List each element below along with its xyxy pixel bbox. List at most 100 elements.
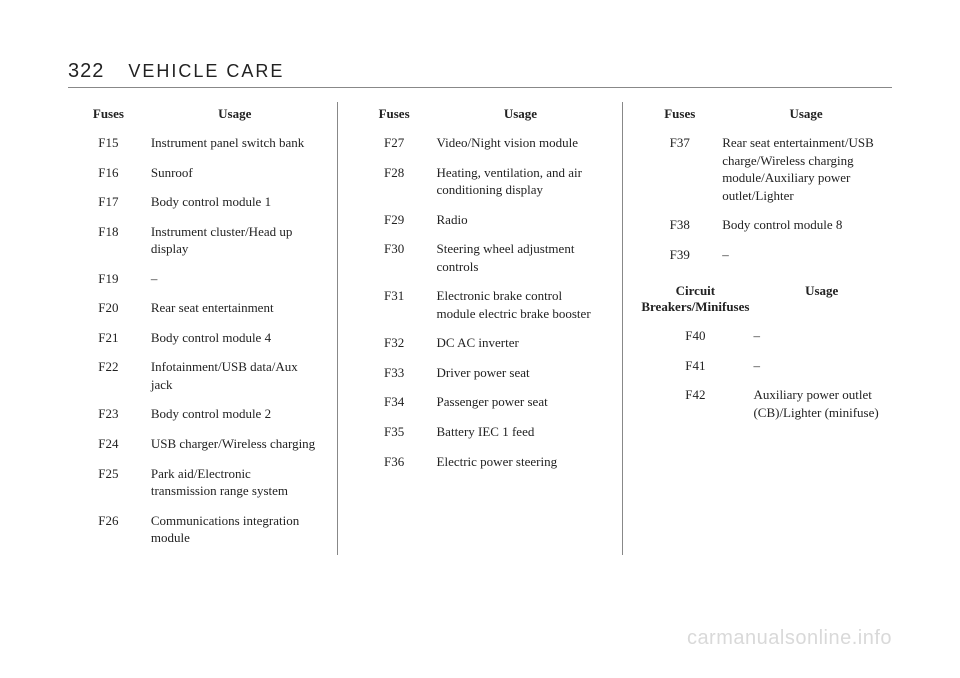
- table-row: F42Auxiliary power outlet (CB)/Lighter (…: [639, 382, 892, 429]
- fuse-cell: F42: [639, 382, 751, 429]
- usage-cell: Electric power steering: [435, 449, 607, 479]
- fuse-cell: F31: [354, 283, 435, 330]
- table-header-usage: Usage: [720, 102, 892, 130]
- table-row: F32DC AC inverter: [354, 330, 607, 360]
- fuse-cell: F25: [68, 461, 149, 508]
- usage-cell: Body control module 1: [149, 189, 321, 219]
- usage-cell: Driver power seat: [435, 360, 607, 390]
- table-row: F24USB charger/Wireless charging: [68, 431, 321, 461]
- usage-cell: Passenger power seat: [435, 389, 607, 419]
- table-row: F16Sunroof: [68, 160, 321, 190]
- usage-cell: USB charger/Wireless charging: [149, 431, 321, 461]
- usage-cell: Instrument cluster/Head up display: [149, 219, 321, 266]
- usage-cell: Battery IEC 1 feed: [435, 419, 607, 449]
- table-body: F37Rear seat entertainment/USB charge/Wi…: [639, 130, 892, 271]
- fuse-cell: F32: [354, 330, 435, 360]
- table-row: F33Driver power seat: [354, 360, 607, 390]
- table-row: F25Park aid/Electronic transmission rang…: [68, 461, 321, 508]
- fuse-cell: F15: [68, 130, 149, 160]
- fuse-table-3b: Circuit Breakers/Minifuses Usage F40–F41…: [639, 279, 892, 429]
- usage-cell: Body control module 4: [149, 325, 321, 355]
- fuse-table-2: Fuses Usage F27Video/Night vision module…: [354, 102, 607, 478]
- usage-cell: –: [149, 266, 321, 296]
- usage-cell: Rear seat entertainment: [149, 295, 321, 325]
- fuse-cell: F24: [68, 431, 149, 461]
- table-header-fuses: Circuit Breakers/Minifuses: [639, 279, 751, 323]
- table-header-usage: Usage: [751, 279, 892, 323]
- fuse-cell: F22: [68, 354, 149, 401]
- page-number: 322: [68, 60, 104, 83]
- table-row: F26Communications integration module: [68, 508, 321, 555]
- usage-cell: Body control module 2: [149, 401, 321, 431]
- usage-cell: Instrument panel switch bank: [149, 130, 321, 160]
- fuse-cell: F28: [354, 160, 435, 207]
- table-row: F34Passenger power seat: [354, 389, 607, 419]
- fuse-cell: F23: [68, 401, 149, 431]
- fuse-cell: F27: [354, 130, 435, 160]
- fuse-cell: F20: [68, 295, 149, 325]
- usage-cell: Heating, ventilation, and air conditioni…: [435, 160, 607, 207]
- page-header: 322 VEHICLE CARE: [68, 60, 892, 88]
- fuse-cell: F17: [68, 189, 149, 219]
- table-row: F19–: [68, 266, 321, 296]
- fuse-cell: F21: [68, 325, 149, 355]
- usage-cell: Video/Night vision module: [435, 130, 607, 160]
- fuse-cell: F41: [639, 353, 751, 383]
- fuse-cell: F30: [354, 236, 435, 283]
- table-row: F39–: [639, 242, 892, 272]
- column-2: Fuses Usage F27Video/Night vision module…: [338, 102, 624, 555]
- table-header-usage: Usage: [435, 102, 607, 130]
- table-row: F21Body control module 4: [68, 325, 321, 355]
- table-row: F31Electronic brake control module elect…: [354, 283, 607, 330]
- table-header-fuses: Fuses: [354, 102, 435, 130]
- usage-cell: Communications integration module: [149, 508, 321, 555]
- usage-cell: –: [720, 242, 892, 272]
- fuse-table-1: Fuses Usage F15Instrument panel switch b…: [68, 102, 321, 555]
- table-row: F15Instrument panel switch bank: [68, 130, 321, 160]
- usage-cell: DC AC inverter: [435, 330, 607, 360]
- table-row: F17Body control module 1: [68, 189, 321, 219]
- fuse-cell: F36: [354, 449, 435, 479]
- usage-cell: Sunroof: [149, 160, 321, 190]
- usage-cell: Electronic brake control module electric…: [435, 283, 607, 330]
- fuse-cell: F19: [68, 266, 149, 296]
- table-header-fuses: Fuses: [639, 102, 720, 130]
- fuse-cell: F26: [68, 508, 149, 555]
- usage-cell: Radio: [435, 207, 607, 237]
- table-row: F37Rear seat entertainment/USB charge/Wi…: [639, 130, 892, 212]
- table-row: F40–: [639, 323, 892, 353]
- table-row: F41–: [639, 353, 892, 383]
- usage-cell: Park aid/Electronic transmission range s…: [149, 461, 321, 508]
- table-row: F36Electric power steering: [354, 449, 607, 479]
- fuse-cell: F18: [68, 219, 149, 266]
- table-row: F20Rear seat entertainment: [68, 295, 321, 325]
- table-row: F35Battery IEC 1 feed: [354, 419, 607, 449]
- table-row: F38Body control module 8: [639, 212, 892, 242]
- content-columns: Fuses Usage F15Instrument panel switch b…: [68, 102, 892, 555]
- fuse-cell: F37: [639, 130, 720, 212]
- section-title: VEHICLE CARE: [128, 61, 284, 82]
- table-body: F40–F41–F42Auxiliary power outlet (CB)/L…: [639, 323, 892, 429]
- table-row: F29Radio: [354, 207, 607, 237]
- column-1: Fuses Usage F15Instrument panel switch b…: [68, 102, 338, 555]
- table-row: F28Heating, ventilation, and air conditi…: [354, 160, 607, 207]
- column-3: Fuses Usage F37Rear seat entertainment/U…: [623, 102, 892, 555]
- table-row: F30Steering wheel adjustment controls: [354, 236, 607, 283]
- watermark: carmanualsonline.info: [687, 627, 892, 650]
- usage-cell: Auxiliary power outlet (CB)/Lighter (min…: [751, 382, 892, 429]
- usage-cell: Steering wheel adjustment controls: [435, 236, 607, 283]
- table-body: F27Video/Night vision moduleF28Heating, …: [354, 130, 607, 478]
- usage-cell: Infotainment/USB data/Aux jack: [149, 354, 321, 401]
- table-header-usage: Usage: [149, 102, 321, 130]
- table-row: F22Infotainment/USB data/Aux jack: [68, 354, 321, 401]
- fuse-cell: F16: [68, 160, 149, 190]
- table-row: F18Instrument cluster/Head up display: [68, 219, 321, 266]
- fuse-cell: F39: [639, 242, 720, 272]
- usage-cell: Body control module 8: [720, 212, 892, 242]
- usage-cell: –: [751, 353, 892, 383]
- fuse-cell: F33: [354, 360, 435, 390]
- fuse-cell: F40: [639, 323, 751, 353]
- table-row: F27Video/Night vision module: [354, 130, 607, 160]
- fuse-cell: F38: [639, 212, 720, 242]
- fuse-cell: F35: [354, 419, 435, 449]
